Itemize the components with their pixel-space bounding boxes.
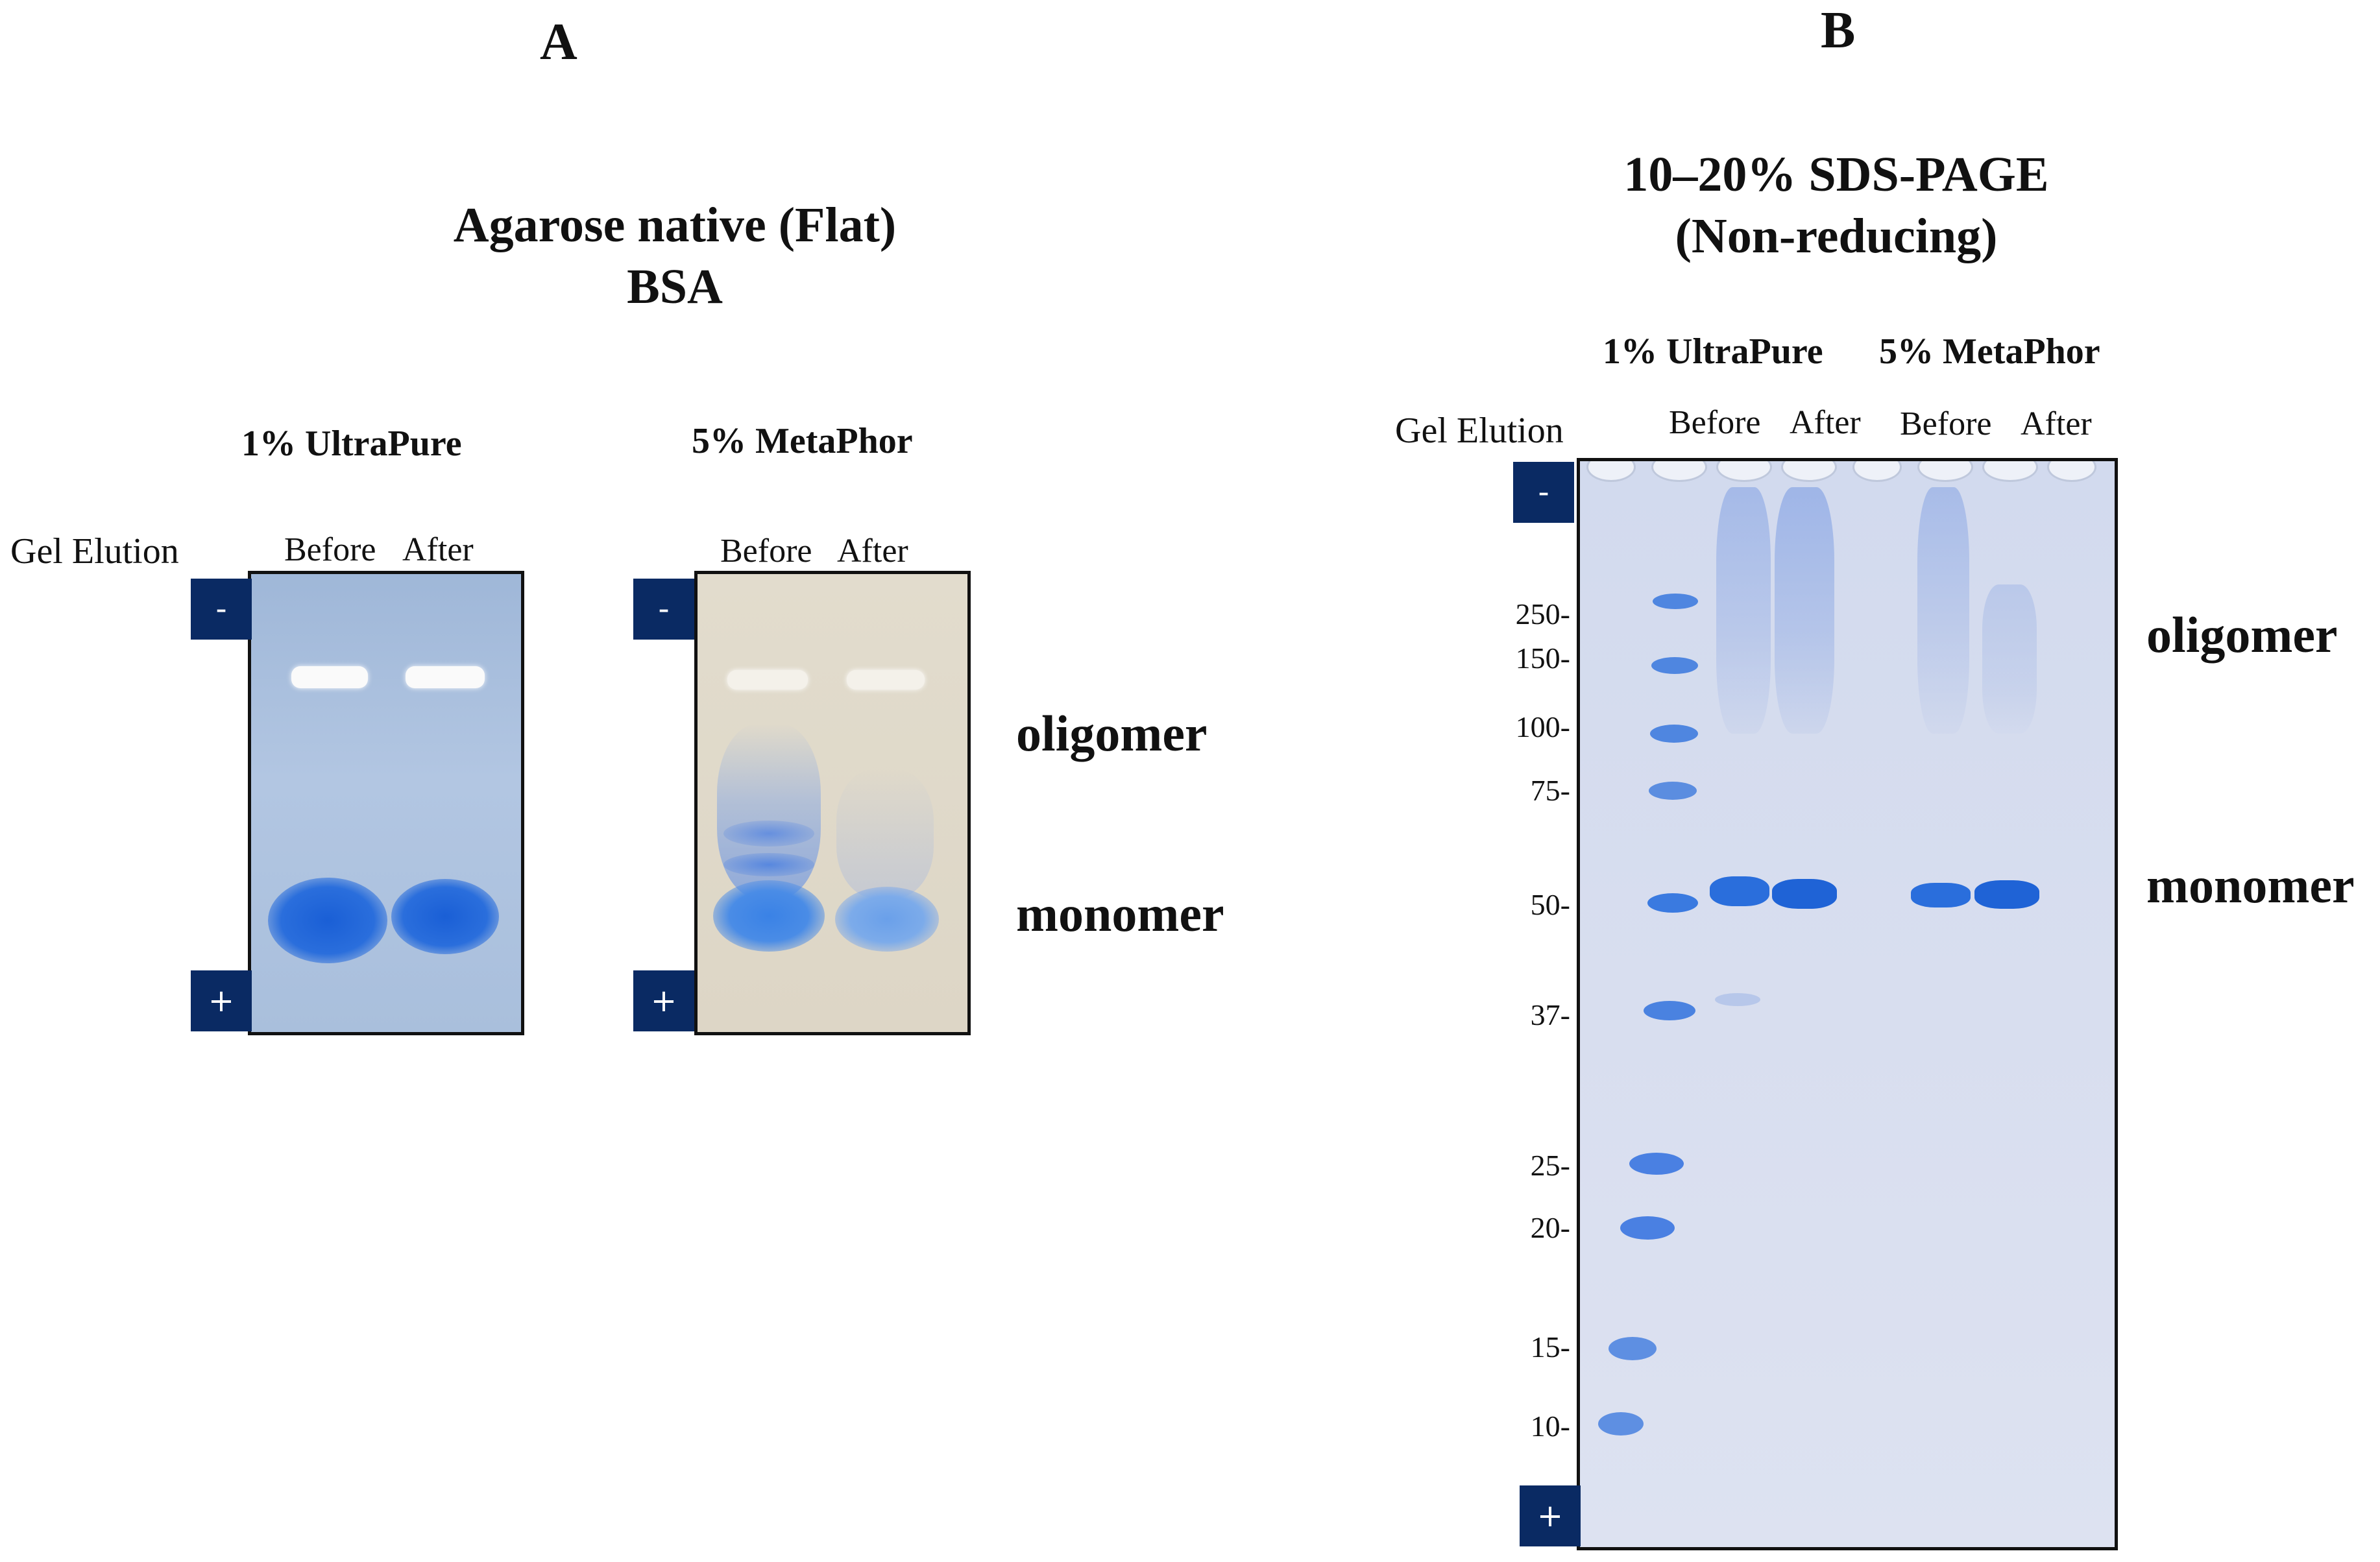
mw-marker-250: 250- <box>1515 597 1570 631</box>
ladder-band-25 <box>1629 1153 1684 1175</box>
panel-a-title: Agarose native (Flat) BSA <box>363 195 986 318</box>
sds-well-5 <box>1852 461 1902 482</box>
ladder-band-20 <box>1620 1216 1675 1240</box>
ladder-band-75 <box>1649 782 1697 800</box>
gel-a1-well-1 <box>291 666 368 688</box>
mw-marker-75: 75- <box>1530 774 1570 807</box>
panel-a-letter: A <box>540 14 577 71</box>
gel-a1-ultrapure <box>248 571 524 1035</box>
sds-oligomer-smear-g1-before <box>1716 487 1771 734</box>
sds-well-7 <box>1982 461 2038 482</box>
panel-b-g1-lane1-label: Before <box>1669 404 1761 441</box>
panel-b-title-line1: 10–20% SDS-PAGE <box>1623 147 2049 202</box>
gel-a1-well-2 <box>406 666 485 688</box>
gel-a2-lane1-label: Before <box>720 533 812 570</box>
gel-a1-lane1-label: Before <box>284 531 376 568</box>
panel-b-group1-name: 1% UltraPure <box>1603 331 1823 372</box>
mw-marker-150: 150- <box>1515 642 1570 675</box>
gel-a2-monomer-band-before <box>713 880 825 952</box>
panel-b-title: 10–20% SDS-PAGE (Non-reducing) <box>1525 144 2148 267</box>
gel-a1-monomer-band-before <box>268 878 387 963</box>
mw-marker-50: 50- <box>1530 888 1570 921</box>
gel-a2-well-1 <box>727 670 808 690</box>
panel-b-g2-lane1-label: Before <box>1900 405 1992 442</box>
gel-a2-lane2-label: After <box>837 533 908 570</box>
sds-oligomer-smear-g1-after <box>1775 487 1834 734</box>
panel-b-g1-lane2-label: After <box>1790 404 1861 441</box>
panel-b-monomer-label: monomer <box>2146 857 2355 913</box>
ladder-band-150 <box>1651 657 1698 674</box>
sds-oligomer-smear-g2-after <box>1982 584 2037 734</box>
sds-faint-band-g1-before <box>1715 993 1760 1006</box>
ladder-band-250 <box>1653 594 1698 609</box>
gel-a1-plus-electrode: + <box>191 970 252 1031</box>
gel-a2-name: 5% MetaPhor <box>692 421 913 461</box>
sds-monomer-band-g1-before <box>1710 876 1769 906</box>
panel-b-oligomer-label: oligomer <box>2146 607 2338 663</box>
sds-well-8 <box>2047 461 2096 482</box>
mw-marker-15: 15- <box>1530 1330 1570 1364</box>
mw-marker-20: 20- <box>1530 1211 1570 1244</box>
gel-a2-plus-electrode: + <box>633 970 694 1031</box>
sds-well-3 <box>1716 461 1772 482</box>
sds-well-4 <box>1781 461 1837 482</box>
ladder-band-100 <box>1650 725 1698 743</box>
sds-monomer-band-g2-before <box>1911 883 1971 907</box>
panel-b-g2-lane2-label: After <box>2021 405 2092 442</box>
gel-a2-smear-after <box>836 769 934 898</box>
panel-b-group2-name: 5% MetaPhor <box>1879 331 2100 372</box>
ladder-band-37 <box>1644 1001 1695 1020</box>
mw-marker-37: 37- <box>1530 998 1570 1031</box>
gel-a2-metaphor <box>694 571 971 1035</box>
mw-marker-100: 100- <box>1515 710 1570 743</box>
gel-a1-lane2-label: After <box>402 531 474 568</box>
mw-marker-10: 10- <box>1530 1410 1570 1443</box>
panel-a-row-label: Gel Elution <box>10 531 179 571</box>
sds-minus-electrode: - <box>1513 462 1574 523</box>
sds-well-2 <box>1651 461 1707 482</box>
gel-a2-oligomer-band-before-2 <box>723 853 814 876</box>
panel-a-title-line1: Agarose native (Flat) <box>453 198 897 252</box>
gel-a2-well-2 <box>847 670 925 690</box>
gel-a1-monomer-band-after <box>391 879 499 954</box>
panel-b-row-label: Gel Elution <box>1395 411 1564 451</box>
sds-plus-electrode: + <box>1520 1485 1581 1546</box>
panel-b-title-line2: (Non-reducing) <box>1675 209 1998 263</box>
gel-a2-minus-electrode: - <box>633 579 694 640</box>
sds-monomer-band-g2-after <box>1974 880 2039 909</box>
panel-b-letter: B <box>1821 2 1856 59</box>
mw-marker-25: 25- <box>1530 1149 1570 1182</box>
panel-a-title-line2: BSA <box>627 259 723 314</box>
sds-oligomer-smear-g2-before <box>1917 487 1969 734</box>
panel-a-oligomer-label: oligomer <box>1016 705 1208 762</box>
gel-a2-monomer-band-after <box>835 887 939 952</box>
gel-a2-oligomer-band-before-1 <box>723 821 814 847</box>
sds-well-6 <box>1917 461 1973 482</box>
gel-a1-name: 1% UltraPure <box>241 424 462 464</box>
ladder-band-15 <box>1609 1337 1657 1360</box>
gel-a1-minus-electrode: - <box>191 579 252 640</box>
ladder-band-10 <box>1598 1412 1644 1436</box>
panel-a-monomer-label: monomer <box>1016 885 1224 942</box>
sds-well-1 <box>1586 461 1636 482</box>
ladder-band-50 <box>1647 893 1698 913</box>
sds-page-gel <box>1577 458 2118 1550</box>
sds-monomer-band-g1-after <box>1772 879 1837 909</box>
